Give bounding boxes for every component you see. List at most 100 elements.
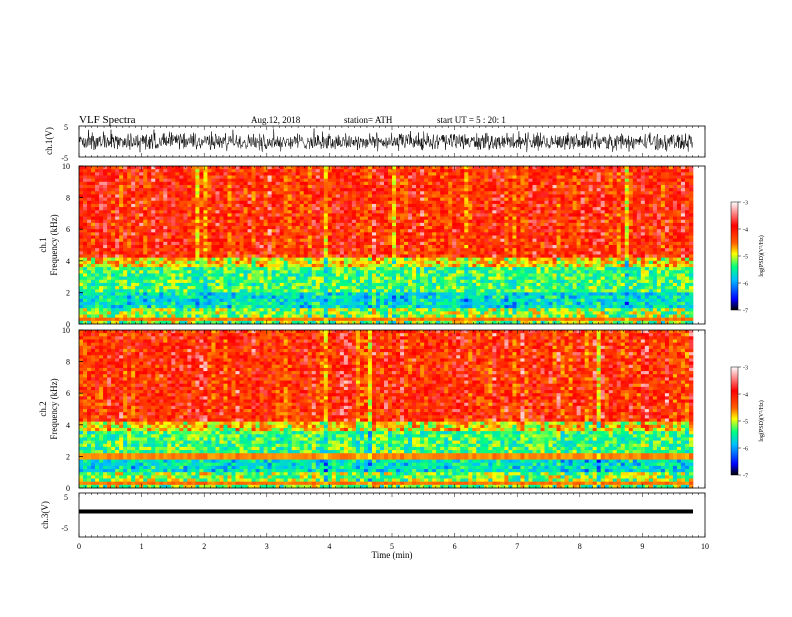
spectrogram-cell bbox=[613, 248, 617, 252]
spectrogram-cell bbox=[368, 245, 372, 249]
spectrogram-cell bbox=[420, 169, 424, 173]
spectrogram-cell bbox=[227, 248, 231, 252]
spectrogram-cell bbox=[332, 251, 336, 255]
spectrogram-cell bbox=[99, 248, 103, 252]
spectrogram-cell bbox=[340, 198, 344, 202]
spectrogram-cell bbox=[352, 198, 356, 202]
spectrogram-cell bbox=[384, 166, 388, 170]
spectrogram-cell bbox=[159, 207, 163, 211]
spectrogram-cell bbox=[276, 172, 280, 176]
spectrogram-cell bbox=[500, 258, 504, 262]
spectrogram-cell bbox=[665, 175, 669, 179]
spectrogram-cell bbox=[440, 251, 444, 255]
spectrogram-cell bbox=[597, 188, 601, 192]
spectrogram-cell bbox=[669, 210, 673, 214]
spectrogram-cell bbox=[227, 207, 231, 211]
spectrogram-cell bbox=[260, 251, 264, 255]
spectrogram-cell bbox=[356, 204, 360, 208]
spectrogram-cell bbox=[448, 217, 452, 221]
spectrogram-cell bbox=[593, 236, 597, 240]
spectrogram-cell bbox=[601, 182, 605, 186]
spectrogram-cell bbox=[348, 254, 352, 258]
spectrogram-cell bbox=[187, 226, 191, 230]
spectrogram-cell bbox=[272, 264, 276, 268]
spectrogram-cell bbox=[641, 182, 645, 186]
spectrogram-cell bbox=[372, 207, 376, 211]
spectrogram-cell bbox=[553, 232, 557, 236]
spectrogram-cell bbox=[119, 264, 123, 268]
spectrogram-cell bbox=[488, 182, 492, 186]
spectrogram-cell bbox=[163, 226, 167, 230]
spectrogram-cell bbox=[661, 198, 665, 202]
spectrogram-cell bbox=[191, 213, 195, 217]
spectrogram-cell bbox=[456, 210, 460, 214]
spectrogram-cell bbox=[653, 179, 657, 183]
spectrogram-cell bbox=[388, 242, 392, 246]
spectrogram-cell bbox=[549, 207, 553, 211]
spectrogram-cell bbox=[468, 191, 472, 195]
spectrogram-cell bbox=[264, 226, 268, 230]
spectrogram-cell bbox=[633, 188, 637, 192]
spectrogram-cell bbox=[240, 169, 244, 173]
spectrogram-cell bbox=[476, 236, 480, 240]
spectrogram-cell bbox=[581, 226, 585, 230]
spectrogram-cell bbox=[91, 251, 95, 255]
spectrogram-cell bbox=[316, 194, 320, 198]
spectrogram-cell bbox=[376, 223, 380, 227]
spectrogram-cell bbox=[236, 201, 240, 205]
spectrogram-cell bbox=[348, 175, 352, 179]
spectrogram-cell bbox=[352, 220, 356, 224]
spectrogram-cell bbox=[272, 179, 276, 183]
spectrogram-cell bbox=[400, 185, 404, 189]
spectrogram-cell bbox=[496, 236, 500, 240]
spectrogram-cell bbox=[131, 239, 135, 243]
spectrogram-cell bbox=[236, 207, 240, 211]
spectrogram-cell bbox=[191, 182, 195, 186]
spectrogram-cell bbox=[508, 223, 512, 227]
spectrogram-cell bbox=[408, 236, 412, 240]
spectrogram-cell bbox=[292, 248, 296, 252]
spectrogram-cell bbox=[123, 251, 127, 255]
spectrogram-cell bbox=[227, 245, 231, 249]
spectrogram-cell bbox=[167, 223, 171, 227]
spectrogram-cell bbox=[159, 220, 163, 224]
spectrogram-cell bbox=[565, 232, 569, 236]
spectrogram-cell bbox=[496, 248, 500, 252]
spectrogram-cell bbox=[496, 207, 500, 211]
spectrogram-cell bbox=[139, 175, 143, 179]
spectrogram-cell bbox=[215, 226, 219, 230]
spectrogram-cell bbox=[516, 236, 520, 240]
spectrogram-cell bbox=[448, 264, 452, 268]
spectrogram-cell bbox=[524, 172, 528, 176]
spectrogram-cell bbox=[649, 204, 653, 208]
spectrogram-cell bbox=[91, 242, 95, 246]
spectrogram-cell bbox=[685, 175, 689, 179]
spectrogram-cell bbox=[597, 166, 601, 170]
spectrogram-cell bbox=[203, 172, 207, 176]
spectrogram-cell bbox=[484, 204, 488, 208]
spectrogram-cell bbox=[99, 204, 103, 208]
spectrogram-cell bbox=[199, 175, 203, 179]
spectrogram-cell bbox=[617, 232, 621, 236]
spectrogram-cell bbox=[191, 207, 195, 211]
spectrogram-cell bbox=[223, 217, 227, 221]
spectrogram-cell bbox=[288, 248, 292, 252]
spectrogram-cell bbox=[484, 166, 488, 170]
spectrogram-cell bbox=[304, 267, 308, 271]
spectrogram-cell bbox=[436, 232, 440, 236]
spectrogram-cell bbox=[565, 210, 569, 214]
spectrogram-cell bbox=[151, 194, 155, 198]
spectrogram-cell bbox=[516, 245, 520, 249]
spectrogram-cell bbox=[661, 248, 665, 252]
spectrogram-cell bbox=[364, 254, 368, 258]
spectrogram-cell bbox=[396, 207, 400, 211]
spectrogram-cell bbox=[464, 194, 468, 198]
spectrogram-cell bbox=[669, 169, 673, 173]
spectrogram-cell bbox=[432, 175, 436, 179]
spectrogram-cell bbox=[79, 179, 83, 183]
spectrogram-cell bbox=[328, 258, 332, 262]
spectrogram-cell bbox=[388, 169, 392, 173]
spectrogram-cell bbox=[424, 254, 428, 258]
spectrogram-cell bbox=[103, 236, 107, 240]
